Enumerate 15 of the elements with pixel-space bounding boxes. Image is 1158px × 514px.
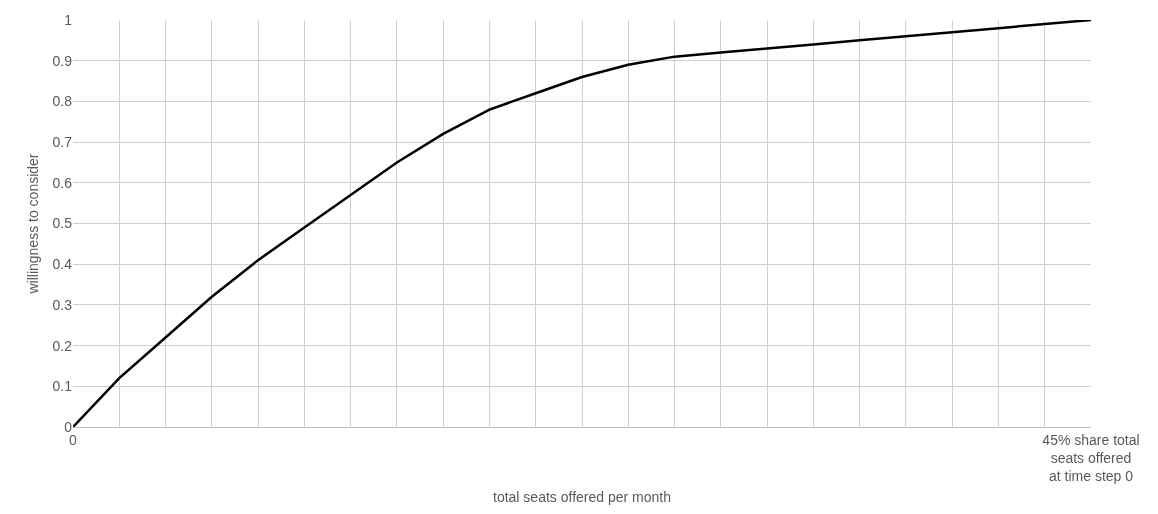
x-tick-label: 45% share total seats offered at time step 0 (1042, 431, 1140, 485)
y-tick-label: 0.8 (52, 93, 73, 110)
y-tick-label: 0.4 (52, 256, 73, 273)
x-axis-title: total seats offered per month (493, 488, 671, 505)
line-series (73, 20, 1091, 427)
y-tick-label: 0.5 (52, 215, 73, 232)
y-tick-label: 0.7 (52, 134, 73, 150)
y-tick-label: 0.3 (52, 296, 73, 313)
y-axis-title: willingness to consider (25, 153, 42, 295)
y-tick-label: 0.2 (52, 337, 73, 354)
y-tick-label: 0.9 (52, 52, 73, 69)
y-tick-label: 0 (64, 418, 73, 435)
y-tick-label: 1 (64, 11, 73, 28)
y-tick-label: 0.6 (52, 174, 73, 191)
y-tick-label: 0.1 (52, 378, 73, 395)
